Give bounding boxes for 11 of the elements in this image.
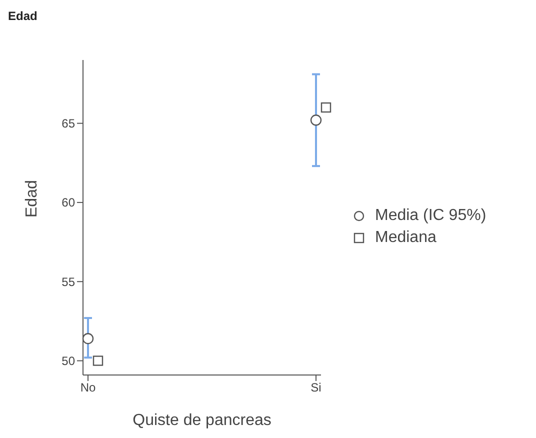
y-axis-title: Edad — [24, 180, 41, 218]
y-tick-label: 55 — [62, 274, 76, 289]
y-tick-label: 65 — [62, 116, 76, 131]
x-tick-label: Si — [310, 380, 322, 395]
chart-title: Edad — [8, 8, 38, 25]
legend-label: Mediana — [375, 229, 436, 247]
legend-label: Media (IC 95%) — [375, 207, 486, 225]
x-axis-title: Quiste de pancreas — [132, 412, 272, 429]
y-tick-label: 50 — [62, 354, 76, 368]
y-tick-label: 60 — [62, 196, 76, 210]
x-tick-label: No — [80, 380, 96, 395]
